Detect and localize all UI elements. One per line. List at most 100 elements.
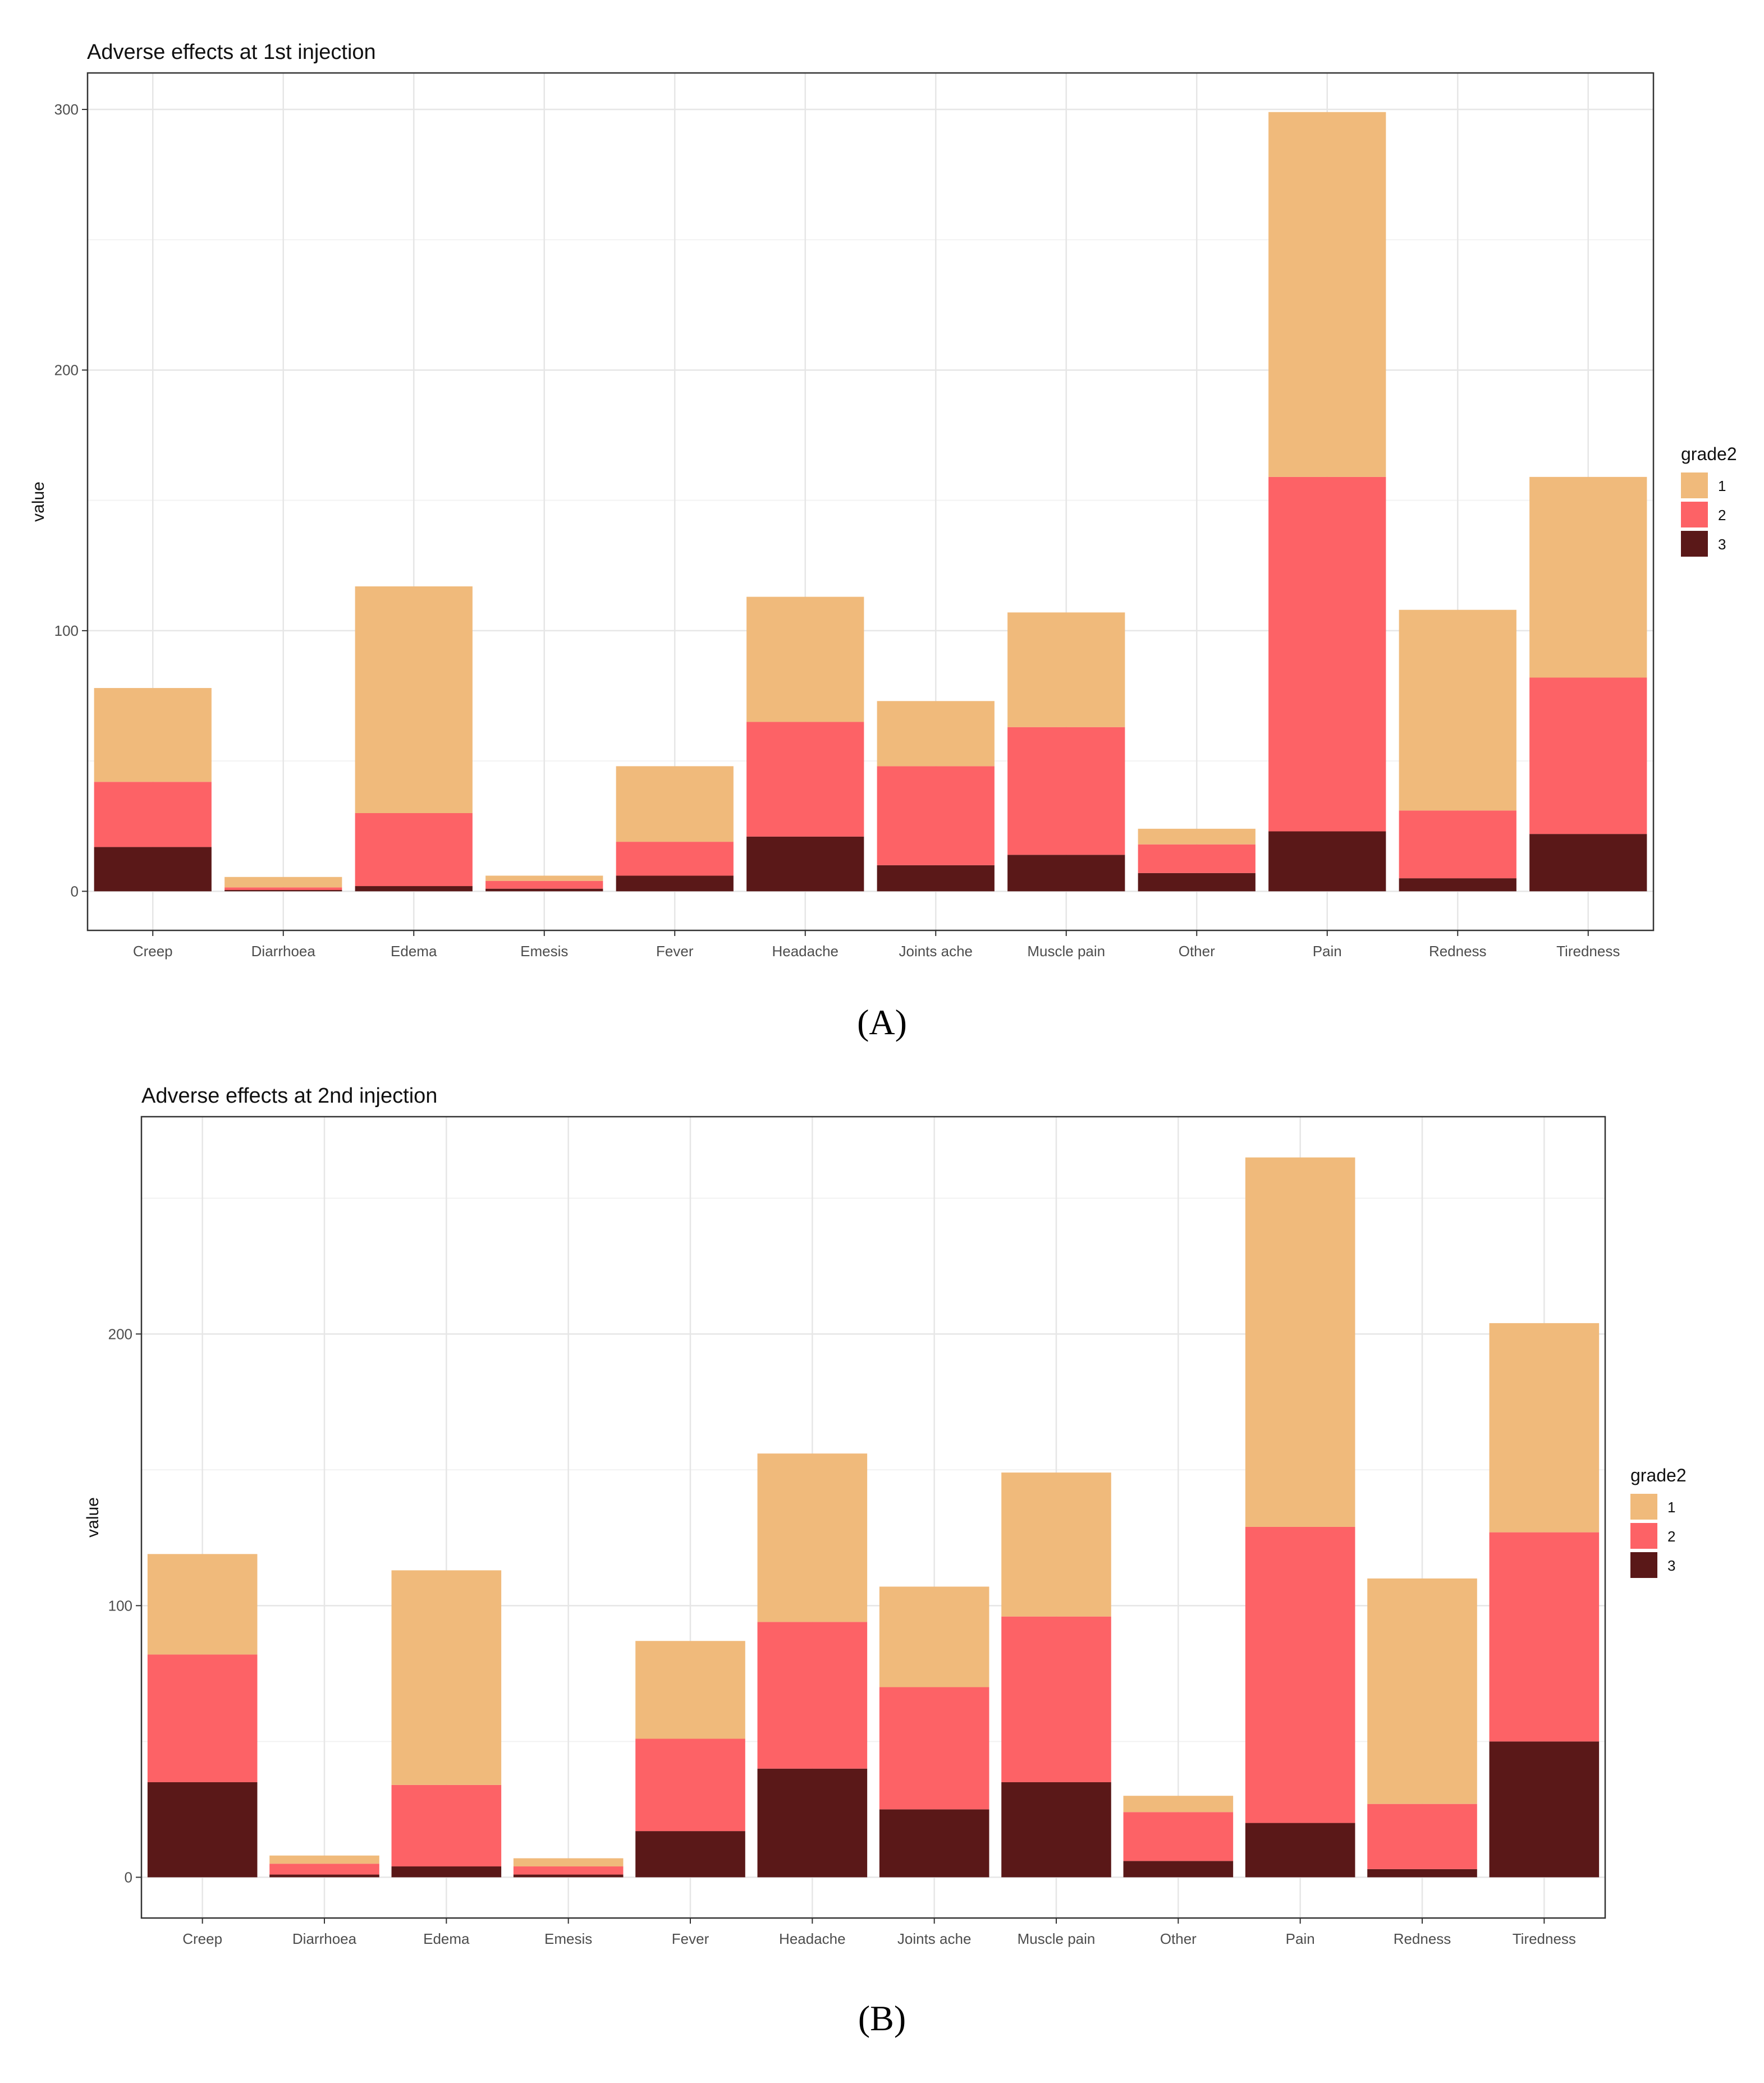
bar-segment-grade-1: [1529, 476, 1647, 678]
plot-background: [141, 1117, 1605, 1918]
x-tick-label: Diarrhoea: [251, 943, 316, 960]
x-tick-label: Other: [1179, 943, 1215, 960]
x-tick-label: Edema: [423, 1930, 470, 1947]
bar-segment-grade-2: [391, 1784, 502, 1867]
legend-label: 3: [1667, 1557, 1675, 1574]
legend-label: 2: [1667, 1528, 1675, 1545]
y-axis-title: value: [84, 1497, 102, 1538]
bar-segment-grade-2: [1007, 727, 1125, 855]
bar-segment-grade-3: [757, 1768, 868, 1878]
x-tick-label: Tiredness: [1513, 1930, 1576, 1947]
bar-segment-grade-1: [1367, 1578, 1477, 1804]
bar-segment-grade-3: [879, 1809, 989, 1878]
x-tick-label: Pain: [1313, 943, 1342, 960]
panel-caption-b: (B): [858, 1998, 906, 2038]
bar-segment-grade-3: [1001, 1782, 1111, 1878]
x-tick-label: Edema: [391, 943, 437, 960]
bar-segment-grade-3: [147, 1782, 258, 1878]
chart-a: Adverse effects at 1st injection 0 100 200 3…: [29, 40, 1737, 960]
bar-segment-grade-2: [1399, 810, 1516, 879]
x-tick-label: Creep: [182, 1930, 222, 1947]
bar-segment-grade-1: [879, 1586, 989, 1687]
legend-title: grade2: [1630, 1465, 1687, 1485]
bar-segment-grade-3: [1245, 1823, 1355, 1878]
bar-segment-grade-1: [94, 688, 212, 782]
bar-segment-grade-2: [485, 880, 603, 889]
bar-segment-grade-2: [1123, 1812, 1234, 1861]
y-tick-label: 200: [108, 1325, 132, 1342]
bar-segment-grade-2: [269, 1864, 379, 1875]
plot-border: [140, 1116, 1606, 1919]
x-tick-label: Headache: [779, 1930, 846, 1947]
bar-segment-grade-1: [355, 586, 473, 814]
bar-segment-grade-3: [1489, 1741, 1600, 1878]
bar-segment-grade-1: [757, 1453, 868, 1622]
y-tick-label: 0: [71, 883, 79, 900]
x-tick-label: Diarrhoea: [292, 1930, 357, 1947]
bar-segment-grade-3: [355, 886, 473, 892]
x-tick-label: Redness: [1429, 943, 1487, 960]
x-tick-label: Muscle pain: [1018, 1930, 1096, 1947]
bar-segment-grade-2: [757, 1622, 868, 1769]
bar-segment-grade-1: [1138, 828, 1256, 845]
y-axis-title: value: [29, 481, 48, 522]
bar-segment-grade-1: [616, 766, 734, 842]
bar-segment-grade-1: [391, 1570, 502, 1785]
bar-segment-grade-3: [746, 836, 864, 892]
bar-segment-grade-2: [877, 766, 995, 865]
bar-segment-grade-1: [269, 1855, 379, 1864]
plot-background: [88, 73, 1653, 930]
legend-swatch-grade-1: [1630, 1494, 1657, 1520]
bar-segment-grade-3: [1268, 831, 1386, 892]
x-tick-label: Fever: [672, 1930, 709, 1947]
chart-panel-a: Adverse effects at 1st injection 0 100 200 3…: [0, 0, 1764, 999]
bar-segment-grade-2: [1001, 1616, 1111, 1782]
bar-segment-grade-1: [147, 1554, 258, 1655]
bar-segment-grade-1: [1001, 1472, 1111, 1617]
bar-segment-grade-1: [1399, 609, 1516, 811]
bar-segment-grade-3: [1529, 834, 1647, 892]
bar-segment-grade-1: [635, 1641, 745, 1739]
bar-segment-grade-2: [616, 842, 734, 876]
legend-swatch-grade-2: [1681, 502, 1708, 527]
bar-segment-grade-3: [1138, 873, 1256, 892]
x-tick-label: Headache: [772, 943, 839, 960]
x-tick-label: Muscle pain: [1027, 943, 1105, 960]
bar-segment-grade-3: [1399, 878, 1516, 892]
x-tick-label: Emesis: [544, 1930, 592, 1947]
bar-segment-grade-3: [1007, 855, 1125, 892]
bar-segment-grade-2: [1367, 1804, 1477, 1869]
bar-segment-grade-2: [513, 1866, 624, 1875]
legend-label: 2: [1718, 507, 1726, 524]
y-tick-label: 100: [54, 622, 79, 639]
bar-segment-grade-2: [1268, 476, 1386, 832]
legend-swatch-grade-1: [1681, 472, 1708, 498]
x-tick-label: Tiredness: [1556, 943, 1620, 960]
bar-segment-grade-3: [877, 865, 995, 892]
legend-title: grade2: [1681, 444, 1737, 464]
x-tick-label: Fever: [656, 943, 694, 960]
bar-segment-grade-2: [355, 813, 473, 887]
bar-segment-grade-2: [879, 1687, 989, 1810]
y-tick-label: 300: [54, 101, 79, 118]
bar-segment-grade-1: [513, 1858, 624, 1867]
bar-segment-grade-3: [1367, 1869, 1477, 1878]
x-tick-label: Other: [1160, 1930, 1197, 1947]
legend-swatch-grade-3: [1630, 1552, 1657, 1578]
x-tick-label: Redness: [1394, 1930, 1451, 1947]
chart-title: Adverse effects at 1st injection: [87, 40, 376, 64]
bar-segment-grade-1: [1123, 1796, 1234, 1813]
bar-segment-grade-2: [224, 887, 342, 891]
panel-caption-a: (A): [857, 1002, 907, 1042]
bar-segment-grade-2: [94, 782, 212, 847]
chart-panel-b: Adverse effects at 2nd injection 0 100 200 C…: [0, 1044, 1764, 2043]
chart-b: Adverse effects at 2nd injection 0 100 200 C…: [84, 1084, 1687, 1947]
bar-segment-grade-1: [485, 875, 603, 881]
bar-segment-grade-1: [1489, 1323, 1600, 1533]
legend-label: 1: [1718, 478, 1726, 494]
legend-label: 1: [1667, 1499, 1675, 1516]
bar-segment-grade-3: [269, 1874, 379, 1878]
bar-segment-grade-3: [513, 1874, 624, 1878]
bar-segment-grade-3: [94, 847, 212, 892]
x-tick-label: Creep: [133, 943, 173, 960]
